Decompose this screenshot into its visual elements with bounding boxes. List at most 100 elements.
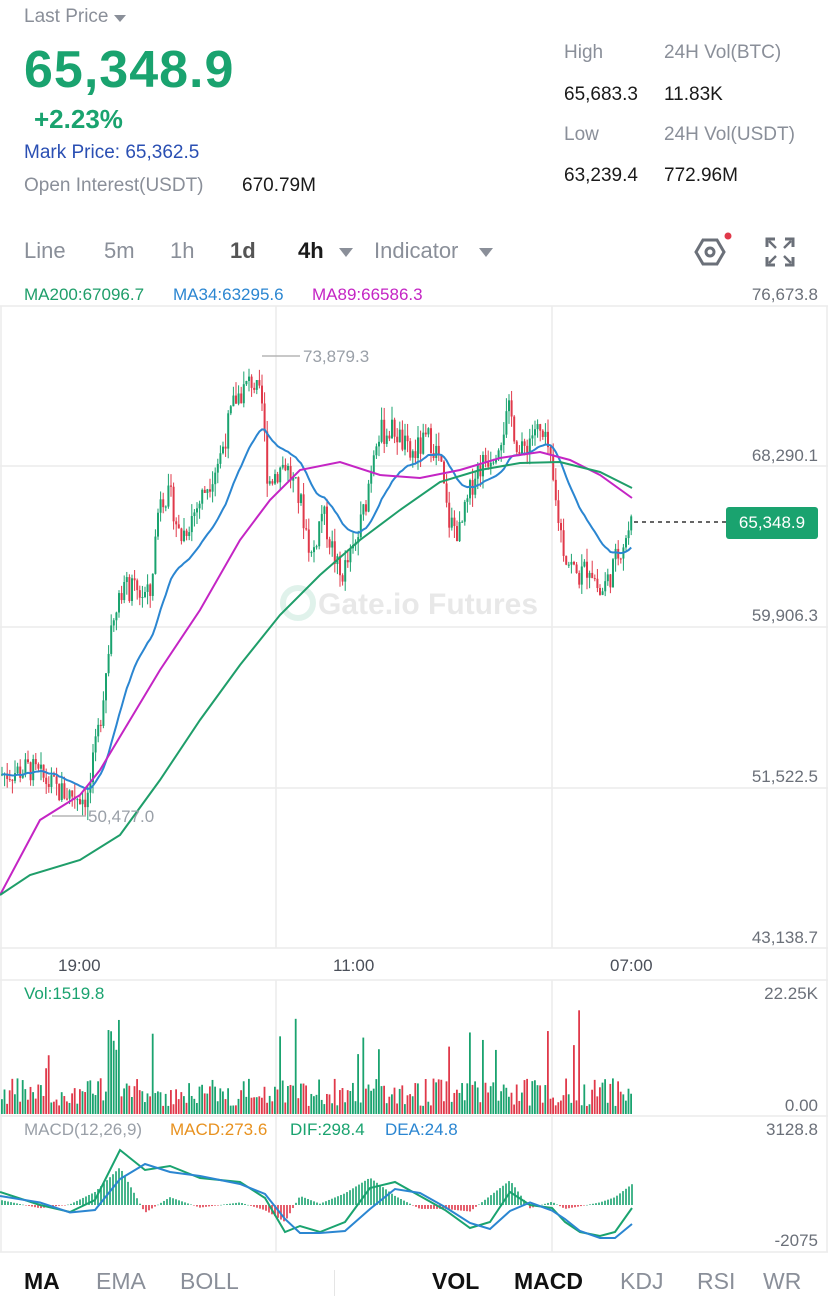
macd-histogram-bar bbox=[403, 1200, 405, 1205]
low-value: 63,239.4 bbox=[564, 165, 638, 186]
candle-body bbox=[346, 560, 349, 563]
indicator-dropdown[interactable]: Indicator bbox=[374, 238, 459, 263]
ma34-legend: MA34:63295.6 bbox=[173, 285, 284, 304]
macd-histogram-bar bbox=[301, 1196, 303, 1205]
macd-histogram-bar bbox=[310, 1200, 312, 1205]
macd-histogram-bar bbox=[169, 1197, 171, 1205]
volume-bar bbox=[497, 1100, 500, 1114]
volume-bar bbox=[203, 1093, 206, 1114]
settings-hexagon-icon[interactable] bbox=[690, 232, 734, 272]
tab-macd[interactable]: MACD bbox=[514, 1268, 583, 1294]
tab-line[interactable]: Line bbox=[24, 238, 66, 263]
candle-body bbox=[461, 521, 464, 523]
tab-5m[interactable]: 5m bbox=[104, 238, 135, 263]
candle-body bbox=[76, 799, 79, 801]
candle-body bbox=[398, 429, 401, 443]
volume-bar bbox=[404, 1104, 406, 1114]
macd-histogram-bar bbox=[457, 1205, 459, 1211]
volume-bar bbox=[417, 1083, 419, 1114]
candle-body bbox=[128, 577, 131, 602]
macd-histogram-bar bbox=[550, 1202, 552, 1205]
macd-histogram-bar bbox=[31, 1205, 33, 1207]
macd-histogram-bar bbox=[409, 1203, 411, 1205]
caret-down-icon bbox=[114, 14, 127, 22]
tab-4h[interactable]: 4h bbox=[298, 238, 324, 263]
volume-bar bbox=[515, 1084, 518, 1114]
indicator-dropdown-icon[interactable] bbox=[479, 248, 493, 257]
volume-bar bbox=[458, 1092, 461, 1114]
volume-bar bbox=[450, 1101, 453, 1114]
candle-body bbox=[92, 752, 94, 783]
macd-histogram-bar bbox=[547, 1202, 549, 1205]
macd-histogram-bar bbox=[589, 1204, 591, 1205]
macd-histogram-bar bbox=[499, 1188, 501, 1205]
volume-bar bbox=[320, 1099, 323, 1114]
candle-body bbox=[580, 566, 583, 585]
candle-body bbox=[528, 438, 531, 454]
candle-body bbox=[409, 441, 412, 458]
candle-body bbox=[211, 484, 214, 492]
volume-bar bbox=[622, 1094, 625, 1114]
macd-histogram-bar bbox=[595, 1203, 597, 1205]
volume-bar bbox=[315, 1094, 318, 1114]
candle-body bbox=[604, 581, 607, 592]
tab-kdj[interactable]: KDJ bbox=[620, 1268, 664, 1294]
volume-bar bbox=[367, 1084, 370, 1114]
timeframe-dropdown-icon[interactable] bbox=[339, 248, 353, 257]
macd-histogram-bar bbox=[370, 1178, 372, 1205]
macd-histogram-bar bbox=[391, 1193, 393, 1205]
macd-histogram-bar bbox=[259, 1205, 261, 1209]
macd-histogram-bar bbox=[70, 1203, 72, 1205]
candle-body bbox=[177, 524, 180, 529]
macd-histogram-bar bbox=[205, 1205, 207, 1207]
candle-body bbox=[596, 578, 599, 589]
candle-body bbox=[302, 494, 305, 529]
volume-bar bbox=[531, 1081, 534, 1114]
candle-body bbox=[102, 700, 105, 726]
volume-bar bbox=[378, 1049, 380, 1114]
candle-body bbox=[305, 528, 308, 530]
tab-wr[interactable]: WR bbox=[763, 1268, 802, 1294]
volume-bar bbox=[276, 1089, 279, 1114]
tab-ema[interactable]: EMA bbox=[96, 1268, 146, 1294]
volume-bar bbox=[123, 1088, 125, 1114]
candle-body bbox=[34, 759, 37, 765]
tab-boll[interactable]: BOLL bbox=[180, 1268, 239, 1294]
candle-body bbox=[630, 516, 633, 531]
volume-bar bbox=[279, 1036, 281, 1114]
tab-1d[interactable]: 1d bbox=[230, 238, 256, 263]
macd-histogram-bar bbox=[328, 1199, 330, 1205]
candle-body bbox=[203, 489, 206, 493]
macd-histogram-bar bbox=[7, 1201, 9, 1205]
macd-histogram-bar bbox=[64, 1205, 66, 1206]
volume-bar bbox=[183, 1096, 185, 1114]
candle-body bbox=[549, 447, 552, 455]
candle-body bbox=[562, 530, 565, 556]
mark-price[interactable]: Mark Price: 65,362.5 bbox=[24, 142, 200, 163]
volume-bar bbox=[359, 1102, 362, 1114]
tab-vol[interactable]: VOL bbox=[432, 1268, 480, 1294]
candlestick-chart[interactable]: Gate.io Futures 73,879.3 50,477.0 bbox=[0, 0, 828, 1260]
tab-1h[interactable]: 1h bbox=[170, 238, 195, 263]
tab-ma[interactable]: MA bbox=[24, 1268, 60, 1294]
candle-body bbox=[105, 673, 107, 701]
fullscreen-icon[interactable] bbox=[764, 236, 796, 268]
tab-rsi[interactable]: RSI bbox=[697, 1268, 736, 1294]
candle-body bbox=[406, 435, 409, 442]
candle-body bbox=[107, 653, 110, 674]
volume-bar bbox=[326, 1093, 328, 1114]
macd-histogram-bar bbox=[625, 1188, 627, 1205]
volume-bar bbox=[81, 1091, 84, 1114]
macd-histogram-bar bbox=[88, 1194, 90, 1205]
macd-histogram-bar bbox=[496, 1190, 498, 1205]
volume-bar bbox=[40, 1085, 42, 1114]
candle-body bbox=[544, 431, 547, 437]
dea-value: DEA:24.8 bbox=[385, 1120, 458, 1139]
volume-bar bbox=[11, 1078, 14, 1114]
macd-histogram-bar bbox=[361, 1182, 363, 1205]
candle-body bbox=[385, 435, 388, 444]
candle-body bbox=[190, 516, 193, 533]
last-price-selector[interactable]: Last Price bbox=[24, 6, 127, 28]
macd-histogram-bar bbox=[220, 1204, 222, 1206]
macd-histogram-bar bbox=[382, 1187, 384, 1205]
